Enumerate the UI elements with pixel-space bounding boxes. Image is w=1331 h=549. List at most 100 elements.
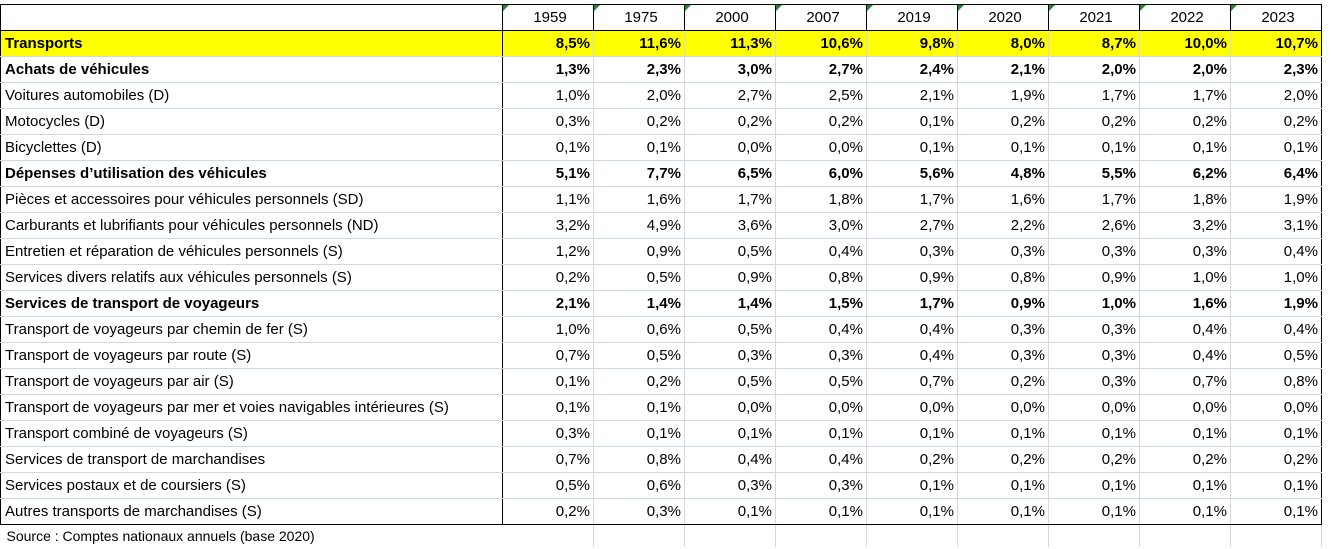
value-cell[interactable]: 11,3% <box>684 30 776 57</box>
value-cell[interactable]: 0,7% <box>866 368 958 395</box>
row-label-cell[interactable]: Pièces et accessoires pour véhicules per… <box>0 186 503 213</box>
value-cell[interactable]: 0,1% <box>593 394 685 421</box>
value-cell[interactable]: 1,1% <box>502 186 594 213</box>
value-cell[interactable]: 7,7% <box>593 160 685 187</box>
year-header[interactable]: 1959 <box>502 4 594 31</box>
value-cell[interactable]: 3,0% <box>775 212 867 239</box>
value-cell[interactable]: 0,5% <box>1230 342 1322 369</box>
value-cell[interactable]: 4,8% <box>957 160 1049 187</box>
value-cell[interactable]: 0,0% <box>684 394 776 421</box>
value-cell[interactable]: 3,1% <box>1230 212 1322 239</box>
value-cell[interactable]: 0,1% <box>502 134 594 161</box>
row-label-cell[interactable]: Services de transport de marchandises <box>0 446 503 473</box>
value-cell[interactable]: 0,1% <box>1230 498 1322 525</box>
value-cell[interactable]: 1,6% <box>1139 290 1231 317</box>
row-label-cell[interactable]: Transport de voyageurs par chemin de fer… <box>0 316 503 343</box>
value-cell[interactable]: 0,5% <box>684 368 776 395</box>
row-label-cell[interactable]: Autres transports de marchandises (S) <box>0 498 503 525</box>
value-cell[interactable]: 6,0% <box>775 160 867 187</box>
value-cell[interactable]: 1,0% <box>502 82 594 109</box>
value-cell[interactable]: 10,0% <box>1139 30 1231 57</box>
value-cell[interactable]: 0,1% <box>1139 420 1231 447</box>
value-cell[interactable]: 0,2% <box>1230 446 1322 473</box>
year-header[interactable]: 2020 <box>957 4 1049 31</box>
value-cell[interactable]: 2,6% <box>1048 212 1140 239</box>
value-cell[interactable]: 8,5% <box>502 30 594 57</box>
value-cell[interactable]: 0,5% <box>593 264 685 291</box>
value-cell[interactable]: 0,8% <box>1230 368 1322 395</box>
value-cell[interactable]: 6,4% <box>1230 160 1322 187</box>
value-cell[interactable]: 0,1% <box>502 394 594 421</box>
value-cell[interactable]: 0,1% <box>1139 134 1231 161</box>
value-cell[interactable]: 0,2% <box>1230 108 1322 135</box>
value-cell[interactable]: 0,1% <box>684 498 776 525</box>
value-cell[interactable]: 1,8% <box>775 186 867 213</box>
value-cell[interactable]: 0,3% <box>684 472 776 499</box>
value-cell[interactable]: 0,5% <box>502 472 594 499</box>
value-cell[interactable]: 0,5% <box>775 368 867 395</box>
row-label-cell[interactable]: Dépenses d’utilisation des véhicules <box>0 160 503 187</box>
row-label-cell[interactable]: Transport de voyageurs par mer et voies … <box>0 394 503 421</box>
value-cell[interactable]: 0,1% <box>684 420 776 447</box>
value-cell[interactable]: 1,2% <box>502 238 594 265</box>
value-cell[interactable]: 0,0% <box>866 394 958 421</box>
row-label-cell[interactable]: Transport de voyageurs par air (S) <box>0 368 503 395</box>
value-cell[interactable]: 0,2% <box>502 498 594 525</box>
value-cell[interactable]: 0,2% <box>684 108 776 135</box>
value-cell[interactable]: 1,7% <box>1048 82 1140 109</box>
year-header[interactable]: 2021 <box>1048 4 1140 31</box>
value-cell[interactable]: 1,0% <box>1230 264 1322 291</box>
value-cell[interactable]: 0,3% <box>957 316 1049 343</box>
value-cell[interactable]: 9,8% <box>866 30 958 57</box>
value-cell[interactable]: 0,2% <box>957 108 1049 135</box>
value-cell[interactable]: 1,8% <box>1139 186 1231 213</box>
value-cell[interactable]: 0,2% <box>1048 446 1140 473</box>
value-cell[interactable]: 0,1% <box>1139 472 1231 499</box>
value-cell[interactable]: 0,4% <box>866 316 958 343</box>
row-label-cell[interactable]: Motocycles (D) <box>0 108 503 135</box>
row-label-cell[interactable]: Voitures automobiles (D) <box>0 82 503 109</box>
empty-cell[interactable] <box>775 524 867 547</box>
value-cell[interactable]: 2,0% <box>1230 82 1322 109</box>
value-cell[interactable]: 0,5% <box>684 316 776 343</box>
value-cell[interactable]: 0,1% <box>957 134 1049 161</box>
value-cell[interactable]: 1,4% <box>684 290 776 317</box>
value-cell[interactable]: 2,7% <box>866 212 958 239</box>
empty-cell[interactable] <box>1139 524 1231 547</box>
value-cell[interactable]: 0,4% <box>866 342 958 369</box>
year-header[interactable]: 2019 <box>866 4 958 31</box>
value-cell[interactable]: 6,5% <box>684 160 776 187</box>
value-cell[interactable]: 0,1% <box>1230 420 1322 447</box>
value-cell[interactable]: 0,4% <box>1230 238 1322 265</box>
value-cell[interactable]: 0,9% <box>593 238 685 265</box>
value-cell[interactable]: 2,7% <box>684 82 776 109</box>
value-cell[interactable]: 0,1% <box>775 420 867 447</box>
value-cell[interactable]: 2,3% <box>593 56 685 83</box>
row-label-cell[interactable]: Services divers relatifs aux véhicules p… <box>0 264 503 291</box>
value-cell[interactable]: 3,2% <box>1139 212 1231 239</box>
value-cell[interactable]: 0,1% <box>1230 134 1322 161</box>
row-label-cell[interactable]: Bicyclettes (D) <box>0 134 503 161</box>
value-cell[interactable]: 0,6% <box>593 316 685 343</box>
value-cell[interactable]: 0,1% <box>866 472 958 499</box>
value-cell[interactable]: 1,7% <box>1139 82 1231 109</box>
value-cell[interactable]: 0,1% <box>866 498 958 525</box>
row-label-cell[interactable]: Carburants et lubrifiants pour véhicules… <box>0 212 503 239</box>
value-cell[interactable]: 0,0% <box>775 134 867 161</box>
value-cell[interactable]: 0,9% <box>957 290 1049 317</box>
value-cell[interactable]: 0,8% <box>775 264 867 291</box>
empty-cell[interactable] <box>1230 524 1322 547</box>
value-cell[interactable]: 0,0% <box>1048 394 1140 421</box>
value-cell[interactable]: 0,3% <box>502 420 594 447</box>
header-label-cell[interactable] <box>0 4 503 31</box>
value-cell[interactable]: 0,3% <box>1139 238 1231 265</box>
year-header[interactable]: 2007 <box>775 4 867 31</box>
value-cell[interactable]: 5,5% <box>1048 160 1140 187</box>
value-cell[interactable]: 0,5% <box>593 342 685 369</box>
value-cell[interactable]: 2,0% <box>1048 56 1140 83</box>
value-cell[interactable]: 1,6% <box>957 186 1049 213</box>
value-cell[interactable]: 1,9% <box>1230 290 1322 317</box>
empty-cell[interactable] <box>866 524 958 547</box>
empty-cell[interactable] <box>1048 524 1140 547</box>
value-cell[interactable]: 0,0% <box>1139 394 1231 421</box>
